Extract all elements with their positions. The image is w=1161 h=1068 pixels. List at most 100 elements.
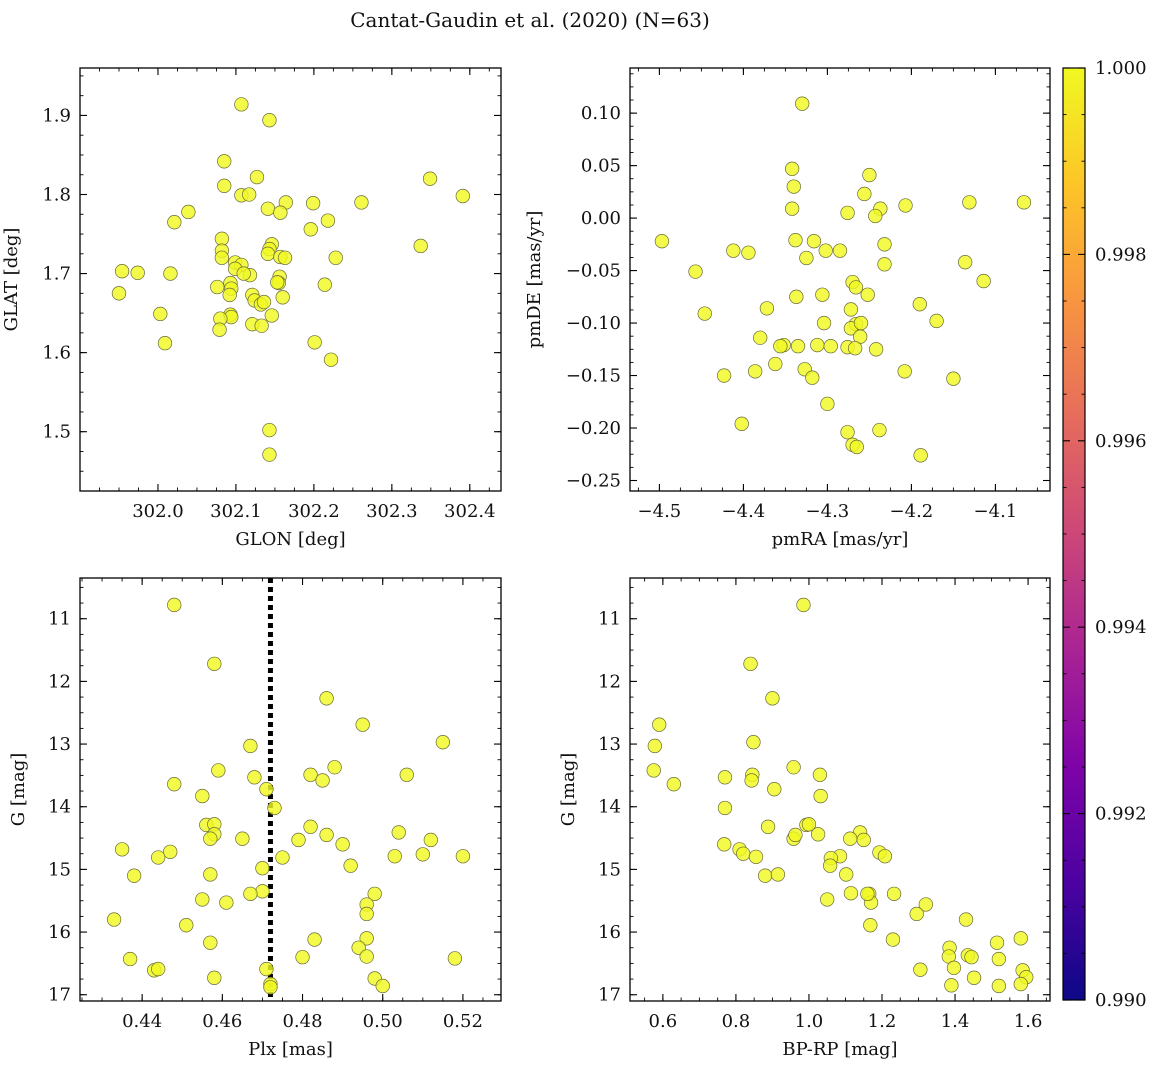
- data-point: [262, 113, 277, 128]
- data-point: [319, 827, 334, 843]
- data-point: [913, 448, 928, 463]
- data-point: [455, 849, 471, 864]
- data-point: [767, 782, 782, 797]
- data-point: [958, 912, 974, 927]
- data-point: [860, 287, 875, 302]
- data-point: [181, 204, 196, 220]
- data-point: [717, 770, 733, 785]
- data-point: [860, 886, 875, 901]
- data-point: [736, 846, 751, 861]
- y-tick-label: −0.10: [566, 313, 621, 334]
- data-point: [243, 738, 258, 754]
- y-tick-label: 1.8: [42, 185, 71, 206]
- data-point: [423, 832, 438, 848]
- data-point: [157, 335, 173, 351]
- data-point: [195, 788, 210, 804]
- data-point: [179, 918, 194, 933]
- data-point: [843, 886, 859, 901]
- data-point: [786, 179, 801, 194]
- data-point: [359, 949, 374, 964]
- data-point: [877, 237, 892, 252]
- data-point: [757, 868, 773, 883]
- data-point: [130, 265, 145, 280]
- colorbar-tick-label: 0.994: [1095, 617, 1147, 638]
- data-point: [234, 97, 249, 112]
- data-point: [207, 970, 222, 985]
- data-point: [236, 266, 251, 281]
- panel-pmra-pmde: −4.5 −4.4 −4.3 −4.2 −4.1 −0.25 −0.20 −0.15 −0.10…: [524, 67, 1051, 550]
- data-point: [391, 825, 406, 840]
- data-point: [796, 597, 811, 613]
- data-point: [153, 306, 168, 322]
- x-tick-label: 302.1: [210, 501, 262, 522]
- data-point: [1013, 931, 1028, 946]
- data-point: [839, 867, 854, 882]
- x-axis-label: Plx [mas]: [248, 1039, 333, 1060]
- data-point: [295, 949, 310, 965]
- data-point: [912, 297, 927, 312]
- data-point: [359, 931, 374, 946]
- data-point: [944, 978, 959, 993]
- data-point: [741, 245, 756, 260]
- data-point: [447, 951, 463, 966]
- data-point: [435, 735, 451, 750]
- data-point: [843, 302, 859, 317]
- y-tick-label: 0.00: [581, 208, 621, 229]
- x-tick-label: 1.0: [795, 1011, 824, 1032]
- y-tick-label: 1.6: [42, 343, 71, 364]
- data-point: [789, 289, 804, 304]
- data-point: [788, 232, 803, 248]
- data-point: [264, 308, 279, 323]
- data-point: [773, 339, 788, 354]
- data-point: [343, 858, 358, 873]
- data-point: [840, 425, 855, 440]
- data-point: [991, 951, 1007, 967]
- axis-ticks: −4.5 −4.4 −4.3 −4.2 −4.1 −0.25 −0.20 −0.15 −0.10…: [566, 68, 1050, 522]
- x-tick-label: 0.44: [122, 1011, 162, 1032]
- y-tick-label: 0.10: [581, 103, 621, 124]
- data-point: [399, 767, 414, 782]
- data-point: [877, 257, 892, 272]
- data-point: [256, 294, 272, 310]
- data-point: [760, 819, 776, 834]
- axes-frame: [79, 577, 502, 1002]
- data-point: [255, 860, 270, 876]
- colorbar-ticks: 0.990 0.992 0.994 0.996 0.998 1.000: [1063, 58, 1147, 1011]
- data-point: [647, 738, 662, 754]
- y-tick-label: 13: [48, 734, 71, 755]
- data-point: [806, 234, 822, 249]
- data-point: [207, 656, 222, 672]
- data-point: [320, 213, 336, 228]
- data-point: [697, 306, 712, 321]
- data-point: [812, 767, 828, 782]
- data-point: [862, 167, 877, 183]
- data-point: [1013, 976, 1028, 992]
- data-point: [167, 597, 182, 613]
- data-point: [872, 422, 887, 438]
- data-point: [242, 187, 257, 202]
- data-point: [270, 275, 285, 290]
- data-point: [375, 978, 390, 994]
- data-point: [813, 788, 828, 804]
- data-point: [768, 356, 783, 372]
- data-point: [753, 330, 768, 345]
- data-point: [868, 208, 883, 224]
- axis-ticks: 0.44 0.46 0.48 0.50 0.52 11 12 13 14 15 16 17: [48, 578, 501, 1032]
- data-point: [259, 961, 274, 977]
- data-point: [746, 735, 761, 750]
- panel-glon-glat: 302.0 302.1 302.2 302.3 302.4 1.5 1.6 1.7 1.8 1.9…: [1, 67, 502, 550]
- colorbar: 0.990 0.992 0.994 0.996 0.998 1.000: [1062, 58, 1147, 1011]
- data-point: [367, 886, 382, 901]
- data-point: [415, 847, 430, 862]
- data-point: [765, 691, 780, 706]
- data-point: [989, 935, 1005, 950]
- data-point: [214, 250, 230, 265]
- data-point: [260, 201, 276, 216]
- x-tick-label: 0.50: [363, 1011, 403, 1032]
- data-point: [303, 222, 318, 237]
- y-tick-label: −0.15: [566, 366, 621, 387]
- data-point: [114, 842, 130, 857]
- data-point: [717, 837, 732, 852]
- data-point: [243, 886, 258, 901]
